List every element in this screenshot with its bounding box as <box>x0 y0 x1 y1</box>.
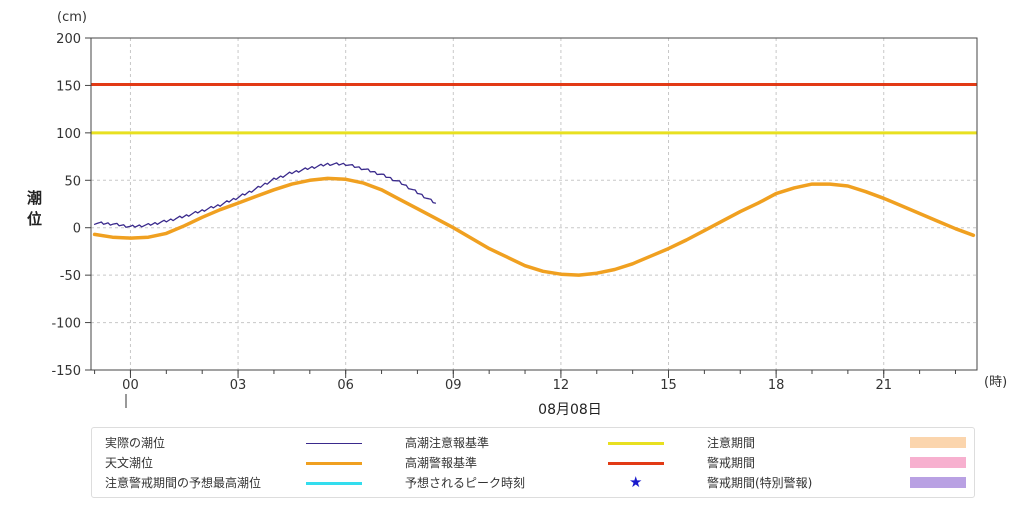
y-tick-label: -50 <box>60 269 81 284</box>
y-axis-title-char-1: 潮 <box>27 189 42 207</box>
legend-label-warning-period: 警戒期間 <box>707 456 756 470</box>
series-line <box>92 176 976 277</box>
legend-label-special-warning-period: 警戒期間(特別警報) <box>707 476 813 490</box>
x-axis: 00 03 06 09 12 15 18 21 <box>94 370 956 393</box>
y-tick-label: 150 <box>56 79 81 94</box>
legend-swatch-forecast-max <box>306 482 362 485</box>
legend-swatch-advisory-period <box>910 437 966 448</box>
legend-label-advisory-period: 注意期間 <box>707 436 756 450</box>
y-tick-label: 50 <box>64 174 81 189</box>
y-tick-label: 0 <box>73 222 81 237</box>
legend-label-warning-level: 高潮警報基準 <box>405 456 478 470</box>
legend-swatch-astronomical-tide <box>306 462 362 465</box>
legend-label-actual-tide: 実際の潮位 <box>105 436 166 450</box>
x-tick-label: 06 <box>337 378 354 393</box>
y-tick-label: -100 <box>51 317 81 332</box>
x-tick-label: 03 <box>230 378 247 393</box>
legend-label-forecast-max: 注意警戒期間の予想最高潮位 <box>105 476 262 490</box>
y-axis-title-char-2: 位 <box>27 210 42 228</box>
y-unit-label: (cm) <box>57 10 87 25</box>
x-tick-label: 12 <box>553 378 570 393</box>
legend-label-peak-time: 予想されるピーク時刻 <box>405 476 526 490</box>
series-line <box>93 162 437 228</box>
plot-frame <box>90 37 978 371</box>
x-tick-label: 09 <box>445 378 462 393</box>
y-axis: 200 150 100 50 0 -50 -100 -150 <box>51 32 91 379</box>
legend: 実際の潮位 天文潮位 注意警戒期間の予想最高潮位 高潮注意報基準 高潮警報基準 … <box>91 427 975 498</box>
x-tick-label: 18 <box>768 378 785 393</box>
legend-swatch-special-warning-period <box>910 477 966 488</box>
date-label: 08月08日 <box>538 402 602 418</box>
x-unit-label: (時) <box>984 375 1007 390</box>
legend-label-astronomical-tide: 天文潮位 <box>105 456 154 470</box>
y-tick-label: -150 <box>51 364 81 379</box>
series-lines <box>92 162 976 277</box>
legend-swatch-advisory-level <box>608 442 664 445</box>
star-icon: ★ <box>629 473 643 491</box>
tide-chart: 200 150 100 50 0 -50 -100 -150 00 03 06 09 12 15 18 21… <box>27 10 1007 418</box>
x-tick-label: 21 <box>875 378 892 393</box>
legend-swatch-actual-tide <box>306 443 362 444</box>
x-tick-label: 15 <box>660 378 677 393</box>
legend-swatch-warning-period <box>910 457 966 468</box>
legend-label-advisory-level: 高潮注意報基準 <box>405 436 490 450</box>
y-tick-label: 200 <box>56 32 81 47</box>
x-tick-label: 00 <box>122 378 139 393</box>
y-tick-label: 100 <box>56 127 81 142</box>
threshold-lines <box>91 82 977 135</box>
legend-swatch-warning-level <box>608 462 664 465</box>
